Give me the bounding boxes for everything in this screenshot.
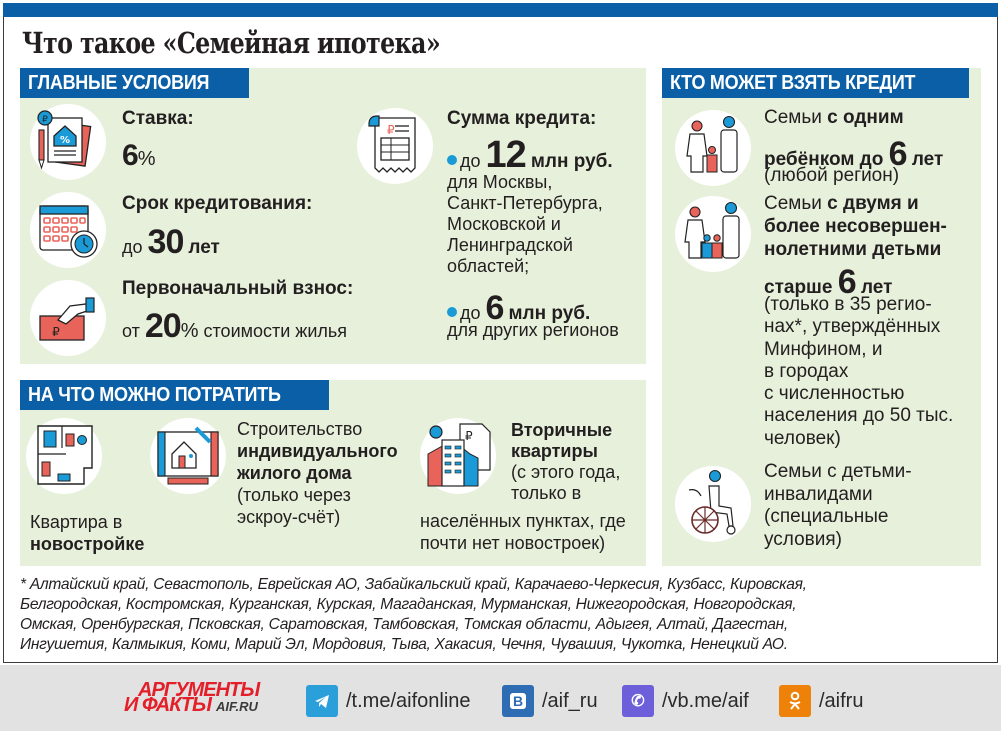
apartment-plan-icon	[26, 418, 102, 494]
telegram-link[interactable]: /t.me/aifonline	[306, 685, 471, 717]
vk-link[interactable]: B /aif_ru	[502, 685, 598, 717]
regions-footnote: * Алтайский край, Севастополь, Еврейская…	[20, 576, 807, 653]
who-item-one-child-line2: ребёнком до 6 лет	[764, 135, 944, 173]
who-item-one-child-note: (любой регион)	[764, 165, 900, 186]
spend-heading: НА ЧТО МОЖНО ПОТРАТИТЬ	[20, 380, 329, 410]
who-item-disabled-children: Семьи с детьми- инвалидами (специальные …	[764, 461, 912, 550]
svg-text:₽: ₽	[52, 325, 60, 339]
main-conditions-panel	[20, 68, 646, 364]
rate-document-icon: % ₽	[30, 104, 106, 180]
svg-text:₽: ₽	[42, 115, 48, 125]
spend-item-house-construction: Строительство индивидуального жилого дом…	[237, 419, 398, 527]
vk-icon: B	[502, 685, 534, 717]
bullet-icon	[447, 155, 457, 165]
loan-amount-label: Сумма кредита:	[447, 108, 597, 129]
loan-amount-item-2: до 6 млн руб.	[447, 288, 590, 328]
loan-amount-item-1: до 12 млн руб.	[447, 134, 613, 176]
house-blueprint-icon	[150, 418, 226, 494]
wheelchair-icon	[675, 466, 751, 542]
who-item-two-children-note: (только в 35 регио- нах*, утверждённых М…	[764, 294, 954, 449]
rate-label: Ставка:	[122, 108, 194, 129]
who-item-one-child-line1: Семьи с одним	[764, 107, 904, 128]
viber-link[interactable]: ✆ /vb.me/aif	[622, 685, 749, 717]
down-payment-value: от 20% стоимости жилья	[122, 307, 348, 345]
term-label: Срок кредитования:	[122, 193, 313, 214]
secondary-apartment-icon: ₽	[420, 418, 496, 494]
spend-item-new-apartment: Квартира в новостройке	[30, 512, 145, 554]
family-one-child-icon	[675, 110, 751, 186]
who-item-two-children: Семьи с двумя и более несовершен- нолетн…	[764, 193, 947, 260]
down-payment-label: Первоначальный взнос:	[122, 278, 354, 299]
svg-text:%: %	[60, 135, 70, 146]
svg-text:₽: ₽	[387, 123, 395, 137]
bullet-icon	[447, 307, 457, 317]
who-heading: КТО МОЖЕТ ВЗЯТЬ КРЕДИТ	[662, 68, 969, 98]
calendar-clock-icon	[30, 192, 106, 268]
receipt-icon: ₽	[357, 108, 433, 184]
spend-item-secondary-note: населённых пунктах, где почти нет новост…	[420, 511, 626, 553]
footer-bar	[0, 665, 1001, 731]
spend-panel	[20, 380, 646, 566]
odnoklassniki-link[interactable]: /aifru	[779, 685, 863, 717]
viber-icon: ✆	[622, 685, 654, 717]
main-conditions-heading: ГЛАВНЫЕ УСЛОВИЯ	[20, 68, 249, 98]
loan-amount-item-2-regions: для других регионов	[447, 320, 619, 340]
spend-item-secondary: Вторичные квартиры (с этого года, только…	[511, 420, 621, 503]
aif-logo[interactable]: АРГУМЕНТЫ И ФАКТЫ AIF.RU	[124, 679, 260, 716]
odnoklassniki-icon	[779, 685, 811, 717]
telegram-icon	[306, 685, 338, 717]
family-two-children-icon	[675, 196, 751, 272]
page-title: Что такое «Семейная ипотека»	[22, 26, 441, 60]
who-item-two-children-age: старше 6 лет	[764, 263, 893, 301]
top-accent-bar	[3, 3, 998, 17]
term-value: до 30 лет	[122, 223, 220, 261]
hand-payment-icon: ₽	[30, 280, 106, 356]
svg-text:₽: ₽	[465, 429, 473, 443]
loan-amount-item-1-regions: для Москвы, Санкт-Петербурга, Московской…	[447, 172, 603, 276]
rate-value: 6%	[122, 139, 156, 172]
